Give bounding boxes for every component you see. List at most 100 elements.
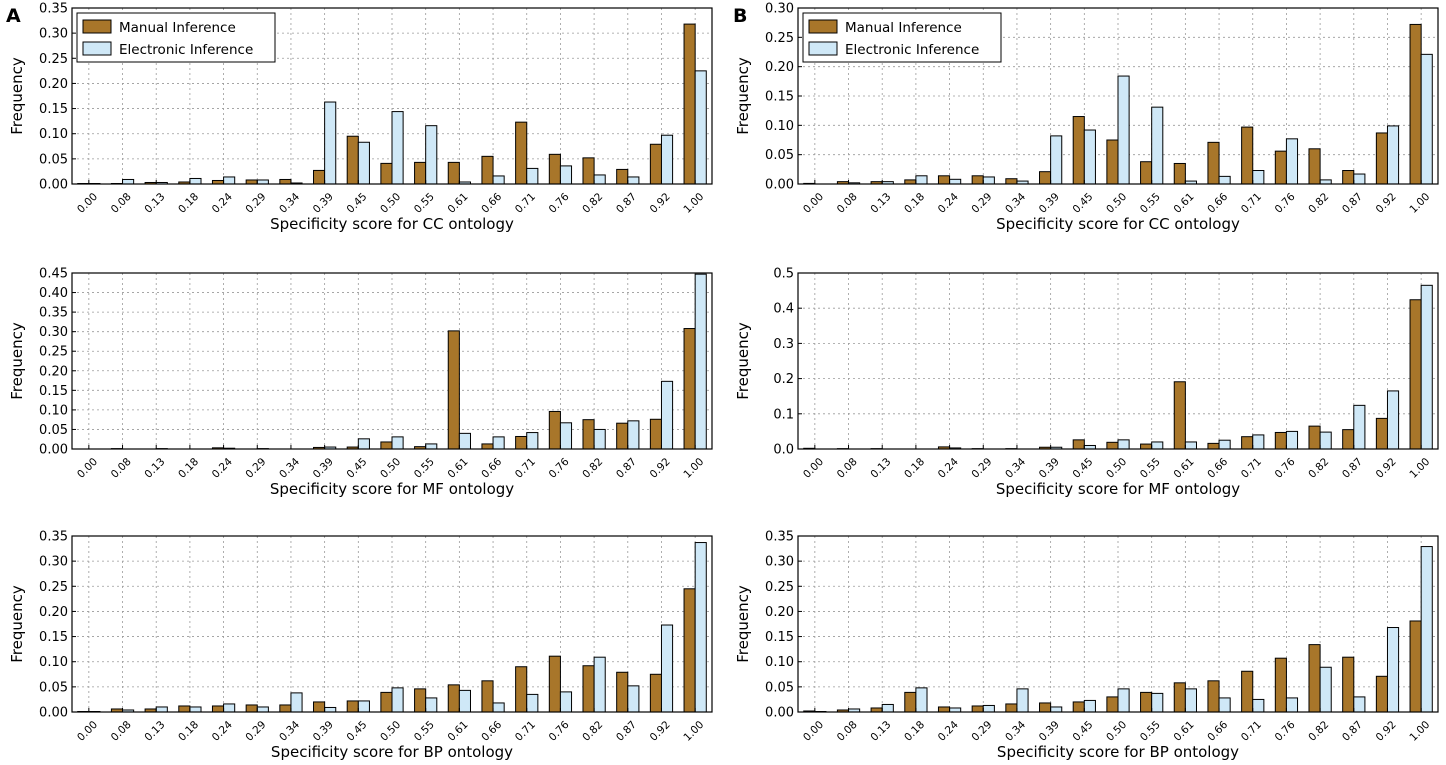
x-tick-label: 0.71 [1239, 719, 1264, 744]
bar-electronic [559, 422, 573, 450]
bar-manual [1140, 691, 1153, 713]
bar-electronic [694, 542, 707, 713]
x-tick-label: 0.08 [109, 191, 134, 216]
bar-electronic [357, 438, 370, 450]
x-tick-label: 0.82 [1306, 719, 1331, 744]
legend-label-manual: Manual Inference [119, 20, 236, 36]
y-tick-label: 0.20 [765, 605, 794, 620]
bar-manual [616, 168, 629, 185]
bar-manual [904, 179, 917, 185]
legend-swatch-electronic [808, 41, 838, 56]
y-tick-label: 0.10 [765, 655, 794, 670]
x-tick-label: 0.00 [801, 719, 826, 744]
bar-electronic [391, 436, 404, 450]
x-tick-label: 0.50 [1104, 719, 1129, 744]
x-tick-label: 0.71 [513, 456, 538, 481]
x-tick-label: 0.18 [176, 456, 201, 481]
bar-electronic [1151, 106, 1164, 185]
x-tick-label: 0.66 [1205, 719, 1230, 744]
bar-manual [245, 704, 258, 713]
y-tick-label: 0.40 [39, 286, 68, 301]
x-tick-label: 0.76 [1273, 719, 1298, 744]
bar-manual [683, 328, 696, 450]
bar-manual [313, 169, 326, 185]
bar-manual [380, 162, 393, 185]
x-tick-label: 0.50 [378, 191, 403, 216]
bar-electronic [559, 165, 573, 185]
bar-electronic [593, 174, 606, 185]
bar-electronic [1050, 706, 1063, 713]
bar-electronic [694, 273, 707, 450]
x-tick-label: 0.29 [243, 191, 268, 216]
bar-manual [1005, 178, 1018, 185]
bar-electronic [627, 420, 640, 450]
bar-manual [1308, 148, 1321, 185]
x-tick-label: 0.92 [648, 191, 673, 216]
y-tick-label: 0.35 [39, 530, 68, 545]
x-tick-label: 0.55 [412, 456, 437, 481]
bar-electronic [189, 706, 202, 713]
y-tick-label: 0.10 [765, 119, 794, 134]
bar-manual [1106, 139, 1119, 185]
bar-manual [481, 443, 494, 450]
bar-electronic [694, 70, 707, 185]
y-tick-label: 0.30 [39, 555, 68, 570]
bar-electronic [492, 436, 505, 450]
x-tick-label: 0.34 [277, 719, 302, 744]
x-tick-label: 0.29 [243, 719, 268, 744]
bar-electronic [223, 703, 236, 713]
x-tick-label: 0.61 [446, 719, 471, 744]
bar-electronic [982, 176, 995, 185]
bar-electronic [1420, 53, 1433, 185]
y-tick-label: 0.15 [39, 384, 68, 399]
legend-label-electronic: Electronic Inference [845, 42, 979, 58]
bar-electronic [357, 700, 370, 713]
y-tick-label: 0.05 [39, 423, 68, 438]
x-tick-label: 1.00 [1407, 719, 1432, 744]
y-tick-label: 0.35 [39, 2, 68, 17]
y-tick-label: 0.5 [773, 267, 794, 282]
x-tick-label: 0.45 [345, 456, 370, 481]
bar-manual [414, 161, 427, 185]
bar-manual [1039, 171, 1052, 185]
bar-electronic [1117, 75, 1130, 185]
bar-electronic [1420, 546, 1433, 713]
y-axis-label: Frequency [734, 322, 752, 400]
bar-manual [346, 135, 359, 185]
bar-electronic [1184, 441, 1197, 450]
x-tick-label: 0.50 [378, 719, 403, 744]
bar-manual [346, 700, 359, 713]
bar-electronic [1319, 431, 1332, 450]
bar-electronic [425, 443, 438, 450]
bar-manual [447, 684, 460, 713]
x-tick-label: 0.08 [835, 456, 860, 481]
x-tick-label: 0.00 [801, 191, 826, 216]
y-tick-label: 0.30 [39, 325, 68, 340]
y-axis-label: Frequency [8, 585, 26, 663]
chart-b-bp: 0.00 0.05 0.10 0.15 0.20 0.25 0.30 0.35 0.00 0.08… [734, 530, 1439, 761]
bar-manual [582, 665, 595, 713]
bar-electronic [627, 685, 640, 713]
bar-manual [178, 705, 191, 713]
chart-b-cc: 0.00 0.05 0.10 0.15 0.20 0.25 0.30 0.00 0.08 0.13… [734, 2, 1439, 233]
x-tick-label: 0.55 [412, 191, 437, 216]
chart-a-bp: 0.00 0.05 0.10 0.15 0.20 0.25 0.30 0.35 0.00 0.08… [8, 530, 713, 761]
bar-electronic [391, 111, 404, 185]
bar-electronic [1252, 170, 1265, 185]
bar-manual [1173, 381, 1186, 450]
x-tick-label: 0.24 [210, 456, 235, 481]
x-tick-label: 0.39 [1037, 456, 1062, 481]
bar-electronic [391, 687, 404, 713]
bar-electronic [559, 691, 573, 713]
x-tick-label: 0.61 [1172, 719, 1197, 744]
y-tick-label: 0.15 [765, 630, 794, 645]
bar-manual [380, 691, 393, 713]
x-tick-label: 0.66 [479, 456, 504, 481]
x-tick-label: 0.34 [277, 191, 302, 216]
bar-manual [1274, 150, 1287, 185]
bar-manual [1409, 23, 1422, 185]
bar-manual [1207, 141, 1220, 185]
bar-manual [380, 441, 393, 450]
x-tick-label: 0.24 [936, 456, 961, 481]
bar-manual [279, 704, 292, 713]
